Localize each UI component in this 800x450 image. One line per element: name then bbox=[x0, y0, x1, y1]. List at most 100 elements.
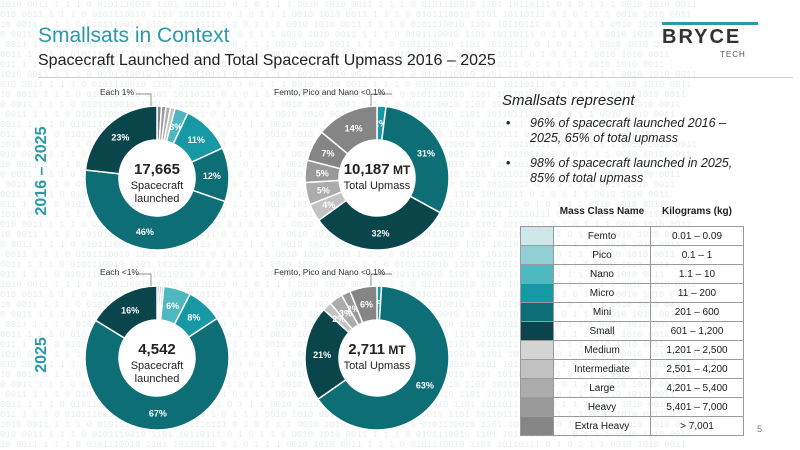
page-number: 5 bbox=[756, 424, 762, 434]
color-swatch bbox=[520, 283, 554, 303]
page-subtitle: Spacecraft Launched and Total Spacecraft… bbox=[38, 52, 496, 69]
center-value: 17,665 bbox=[134, 161, 180, 178]
table-header-mass-class: Mass Class Name bbox=[559, 205, 645, 217]
mass-class-kg: 11 – 200 bbox=[650, 283, 744, 303]
table-row: Mini 201 – 600 bbox=[520, 302, 744, 322]
mass-class-kg: 1.1 – 10 bbox=[650, 264, 744, 284]
table-header-swatch bbox=[521, 196, 554, 227]
slice-label: 2% bbox=[332, 314, 345, 324]
slice-label: 31% bbox=[417, 149, 435, 159]
table-row: Medium 1,201 – 2,500 bbox=[520, 340, 744, 360]
table-row: Nano 1.1 – 10 bbox=[520, 264, 744, 284]
color-swatch bbox=[520, 397, 554, 417]
donut-slice-extra_heavy bbox=[349, 285, 378, 324]
donut-slice-mini bbox=[84, 169, 226, 251]
slice-label: 3% bbox=[339, 308, 352, 318]
mass-class-kg: > 7,001 bbox=[650, 416, 744, 436]
donut-hole bbox=[340, 321, 414, 395]
callout-leader bbox=[136, 93, 152, 106]
color-swatch bbox=[520, 416, 554, 436]
donut-slice-small bbox=[84, 105, 158, 175]
center-value-number: 10,187 bbox=[344, 161, 390, 178]
mass-class-name: Small bbox=[553, 321, 651, 341]
color-swatch bbox=[520, 302, 554, 322]
logo-bar bbox=[662, 22, 758, 25]
center-label: Total Upmass bbox=[344, 360, 411, 372]
callout-label: Each 1% bbox=[100, 87, 134, 97]
slice-label: 2% bbox=[374, 119, 387, 129]
mass-class-kg: 4,201 – 5,400 bbox=[650, 378, 744, 398]
mass-class-name: Pico bbox=[553, 245, 651, 265]
slice-label: 12% bbox=[203, 171, 221, 181]
slice-label: 32% bbox=[371, 228, 389, 238]
donut-slice-mini bbox=[380, 105, 450, 214]
mass-class-name: Extra Heavy bbox=[553, 416, 651, 436]
slice-label: 14% bbox=[345, 124, 363, 134]
donut-slice-extra_heavy bbox=[320, 105, 378, 155]
donut-hole bbox=[340, 141, 414, 215]
mass-class-name: Mini bbox=[553, 302, 651, 322]
table-header-kilograms: Kilograms (kg) bbox=[661, 205, 732, 217]
page-title: Smallsats in Context bbox=[38, 24, 230, 47]
slice-label: 6% bbox=[360, 300, 373, 310]
callout-label: Each <1% bbox=[100, 267, 139, 277]
slice-label: 67% bbox=[149, 408, 167, 418]
mass-class-name: Medium bbox=[553, 340, 651, 360]
logo-sub: TECH bbox=[720, 50, 746, 59]
table-row: Small 601 – 1,200 bbox=[520, 321, 744, 341]
mass-class-name: Nano bbox=[553, 264, 651, 284]
color-swatch bbox=[520, 245, 554, 265]
slice-label: 16% bbox=[121, 306, 139, 316]
slice-label: 3% bbox=[169, 122, 182, 132]
slice-label: 21% bbox=[313, 350, 331, 360]
mass-class-kg: 601 – 1,200 bbox=[650, 321, 744, 341]
callout-leader bbox=[370, 93, 392, 106]
slice-label: 1% bbox=[372, 299, 385, 309]
slice-label: 2% bbox=[347, 304, 360, 314]
donut-chart-upmass-2016-2025: 2% 31% 32% 4% 5% 5% 7% 14% 10,187 MT Total Upmass… bbox=[274, 87, 450, 251]
slice-label: 7% bbox=[321, 149, 334, 159]
slice-label: 63% bbox=[416, 380, 434, 390]
donut-slice-mini bbox=[316, 285, 450, 431]
table-row: Extra Heavy > 7,001 bbox=[520, 416, 744, 436]
mass-class-name: Micro bbox=[553, 283, 651, 303]
center-label: Spacecraft bbox=[131, 180, 184, 192]
mass-class-kg: 0.1 – 1 bbox=[650, 245, 744, 265]
callout-label: Femto, Pico and Nano <0.1% bbox=[274, 87, 386, 97]
bullet-item: 98% of spacecraft launched in 2025, 85% … bbox=[504, 156, 754, 186]
table-row: Femto 0.01 – 0.09 bbox=[520, 226, 744, 246]
mass-class-kg: 5,401 – 7,000 bbox=[650, 397, 744, 417]
callout-label: Femto, Pico and Nano <0.1% bbox=[274, 267, 386, 277]
center-label: Spacecraft bbox=[131, 360, 184, 372]
mass-class-name: Intermediate bbox=[553, 359, 651, 379]
table-row: Heavy 5,401 – 7,000 bbox=[520, 397, 744, 417]
mass-class-kg: 0.01 – 0.09 bbox=[650, 226, 744, 246]
center-value: 2,711 MT bbox=[348, 341, 406, 358]
color-swatch bbox=[520, 264, 554, 284]
mass-class-kg: 2,501 – 4,200 bbox=[650, 359, 744, 379]
center-value-number: 17,665 bbox=[134, 161, 180, 178]
slice-label: 46% bbox=[136, 227, 154, 237]
donut-slice-small bbox=[317, 195, 442, 251]
side-bullets: 96% of spacecraft launched 2016 – 2025, … bbox=[504, 116, 754, 196]
mass-class-name: Large bbox=[553, 378, 651, 398]
color-swatch bbox=[520, 359, 554, 379]
center-label: launched bbox=[135, 373, 180, 385]
center-value: 10,187 MT bbox=[344, 161, 411, 178]
mass-class-kg: 1,201 – 2,500 bbox=[650, 340, 744, 360]
center-value-number: 2,711 bbox=[348, 341, 385, 358]
mass-class-name: Heavy bbox=[553, 397, 651, 417]
table-row: Micro 11 – 200 bbox=[520, 283, 744, 303]
donut-slice-mini bbox=[84, 317, 230, 431]
title-divider bbox=[38, 77, 793, 78]
donut-hole bbox=[120, 141, 194, 215]
center-value-unit: MT bbox=[390, 163, 411, 177]
bryce-logo: BRYCE TECH bbox=[662, 22, 762, 62]
center-value-unit: MT bbox=[385, 343, 406, 357]
slice-label: 6% bbox=[166, 301, 179, 311]
slice-label: 11% bbox=[187, 135, 205, 145]
bullet-item: 96% of spacecraft launched 2016 – 2025, … bbox=[504, 116, 754, 146]
